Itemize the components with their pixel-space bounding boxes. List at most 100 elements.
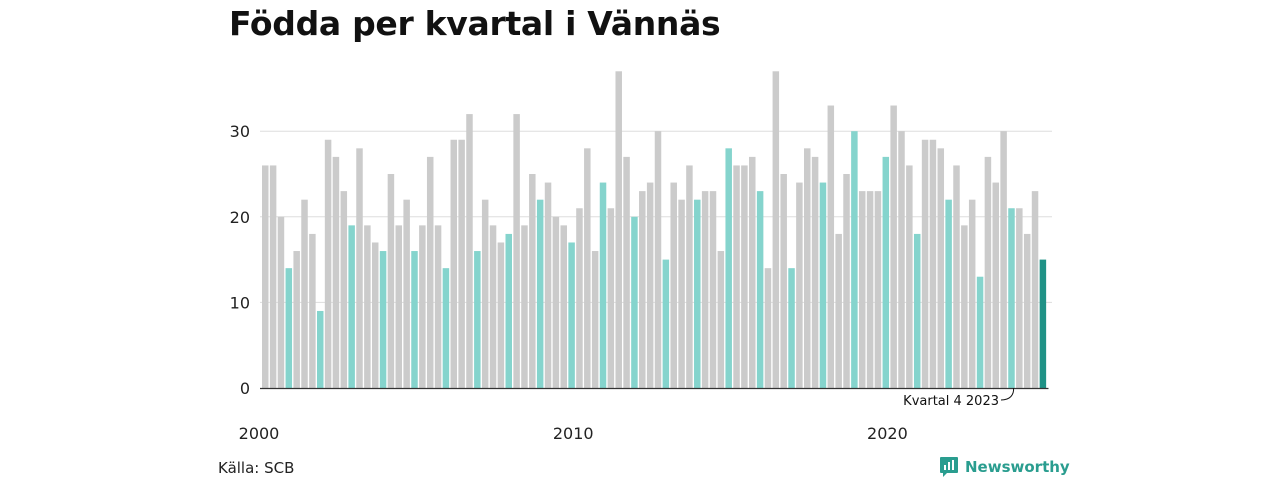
bar	[976, 276, 984, 388]
bar	[521, 225, 528, 388]
bar	[591, 251, 599, 388]
x-tick-label: 2020	[867, 424, 908, 443]
bar	[898, 131, 905, 388]
annotation: Kvartal 4 2023	[903, 387, 1015, 409]
bar	[474, 251, 481, 388]
newsworthy-logo-icon	[940, 457, 958, 477]
bar	[301, 199, 308, 388]
x-tick-label: 2000	[239, 424, 280, 443]
bar	[552, 216, 560, 388]
bar	[403, 199, 410, 388]
bar	[1039, 259, 1047, 388]
bar	[866, 191, 874, 388]
bar	[639, 191, 646, 388]
bar	[678, 199, 685, 388]
bar	[764, 268, 772, 388]
bar	[780, 174, 787, 388]
bar	[827, 105, 835, 389]
bar	[316, 310, 324, 388]
bar	[772, 71, 780, 388]
bar	[890, 105, 897, 389]
bar	[458, 139, 465, 388]
bars	[262, 71, 1047, 389]
bar	[819, 182, 827, 388]
bar	[717, 251, 725, 388]
y-tick-label: 0	[240, 379, 250, 398]
bar	[340, 191, 348, 388]
bar	[670, 182, 677, 388]
bar	[694, 199, 701, 388]
x-tick-label: 2010	[553, 424, 594, 443]
bar	[371, 242, 379, 388]
bar	[788, 268, 795, 388]
bar	[929, 139, 937, 388]
bar	[1031, 191, 1039, 388]
bar	[356, 148, 363, 388]
bar	[882, 156, 890, 388]
bar	[1000, 131, 1007, 388]
bar	[858, 191, 866, 388]
bar	[497, 242, 505, 388]
source-label: Källa: SCB	[218, 459, 295, 477]
bar	[662, 259, 670, 388]
brand-name: Newsworthy	[965, 458, 1070, 476]
bar	[568, 242, 575, 388]
bar	[921, 139, 929, 388]
bar	[348, 225, 355, 388]
bar	[796, 182, 803, 388]
bar	[631, 216, 638, 388]
bar	[701, 191, 709, 388]
y-tick-label: 20	[230, 208, 250, 227]
bar	[364, 225, 371, 388]
bar	[1023, 233, 1031, 388]
bar	[874, 191, 882, 388]
bar	[309, 233, 316, 388]
bar	[1008, 208, 1015, 388]
bar	[851, 131, 858, 388]
bar	[269, 165, 277, 388]
bar	[804, 148, 811, 388]
annotation-label: Kvartal 4 2023	[903, 394, 999, 409]
brand-logo: Newsworthy	[939, 456, 1070, 478]
bar	[599, 182, 607, 388]
bar	[709, 191, 717, 388]
x-axis-ticks: 2000 2010 2020	[239, 424, 908, 443]
bar	[984, 156, 992, 388]
bar	[450, 139, 458, 388]
bar	[379, 251, 387, 388]
y-tick-label: 30	[230, 122, 250, 141]
bar	[434, 225, 442, 388]
bar	[466, 114, 473, 388]
bar	[937, 148, 945, 388]
bar	[733, 165, 740, 388]
bar	[992, 182, 1000, 388]
bar	[262, 165, 269, 388]
bar	[584, 148, 591, 388]
bar	[419, 225, 426, 388]
bar	[741, 165, 748, 388]
bar	[489, 225, 497, 388]
bar	[426, 156, 434, 388]
bar	[654, 131, 662, 388]
bar	[442, 268, 450, 388]
y-tick-label: 10	[230, 293, 250, 312]
bar	[953, 165, 960, 388]
bar	[843, 174, 850, 388]
bar	[560, 225, 567, 388]
y-axis-ticks: 0 10 20 30	[230, 122, 250, 398]
bar	[749, 156, 756, 388]
bar	[756, 191, 764, 388]
bar	[277, 216, 285, 388]
bar	[913, 233, 921, 388]
bar	[544, 182, 552, 388]
bar	[945, 199, 952, 388]
bar	[293, 251, 300, 388]
bar	[646, 182, 654, 388]
bar	[505, 233, 512, 388]
bar	[835, 233, 842, 388]
bar	[1016, 208, 1023, 388]
bar	[529, 174, 536, 388]
bar	[411, 251, 418, 388]
bar	[906, 165, 913, 388]
